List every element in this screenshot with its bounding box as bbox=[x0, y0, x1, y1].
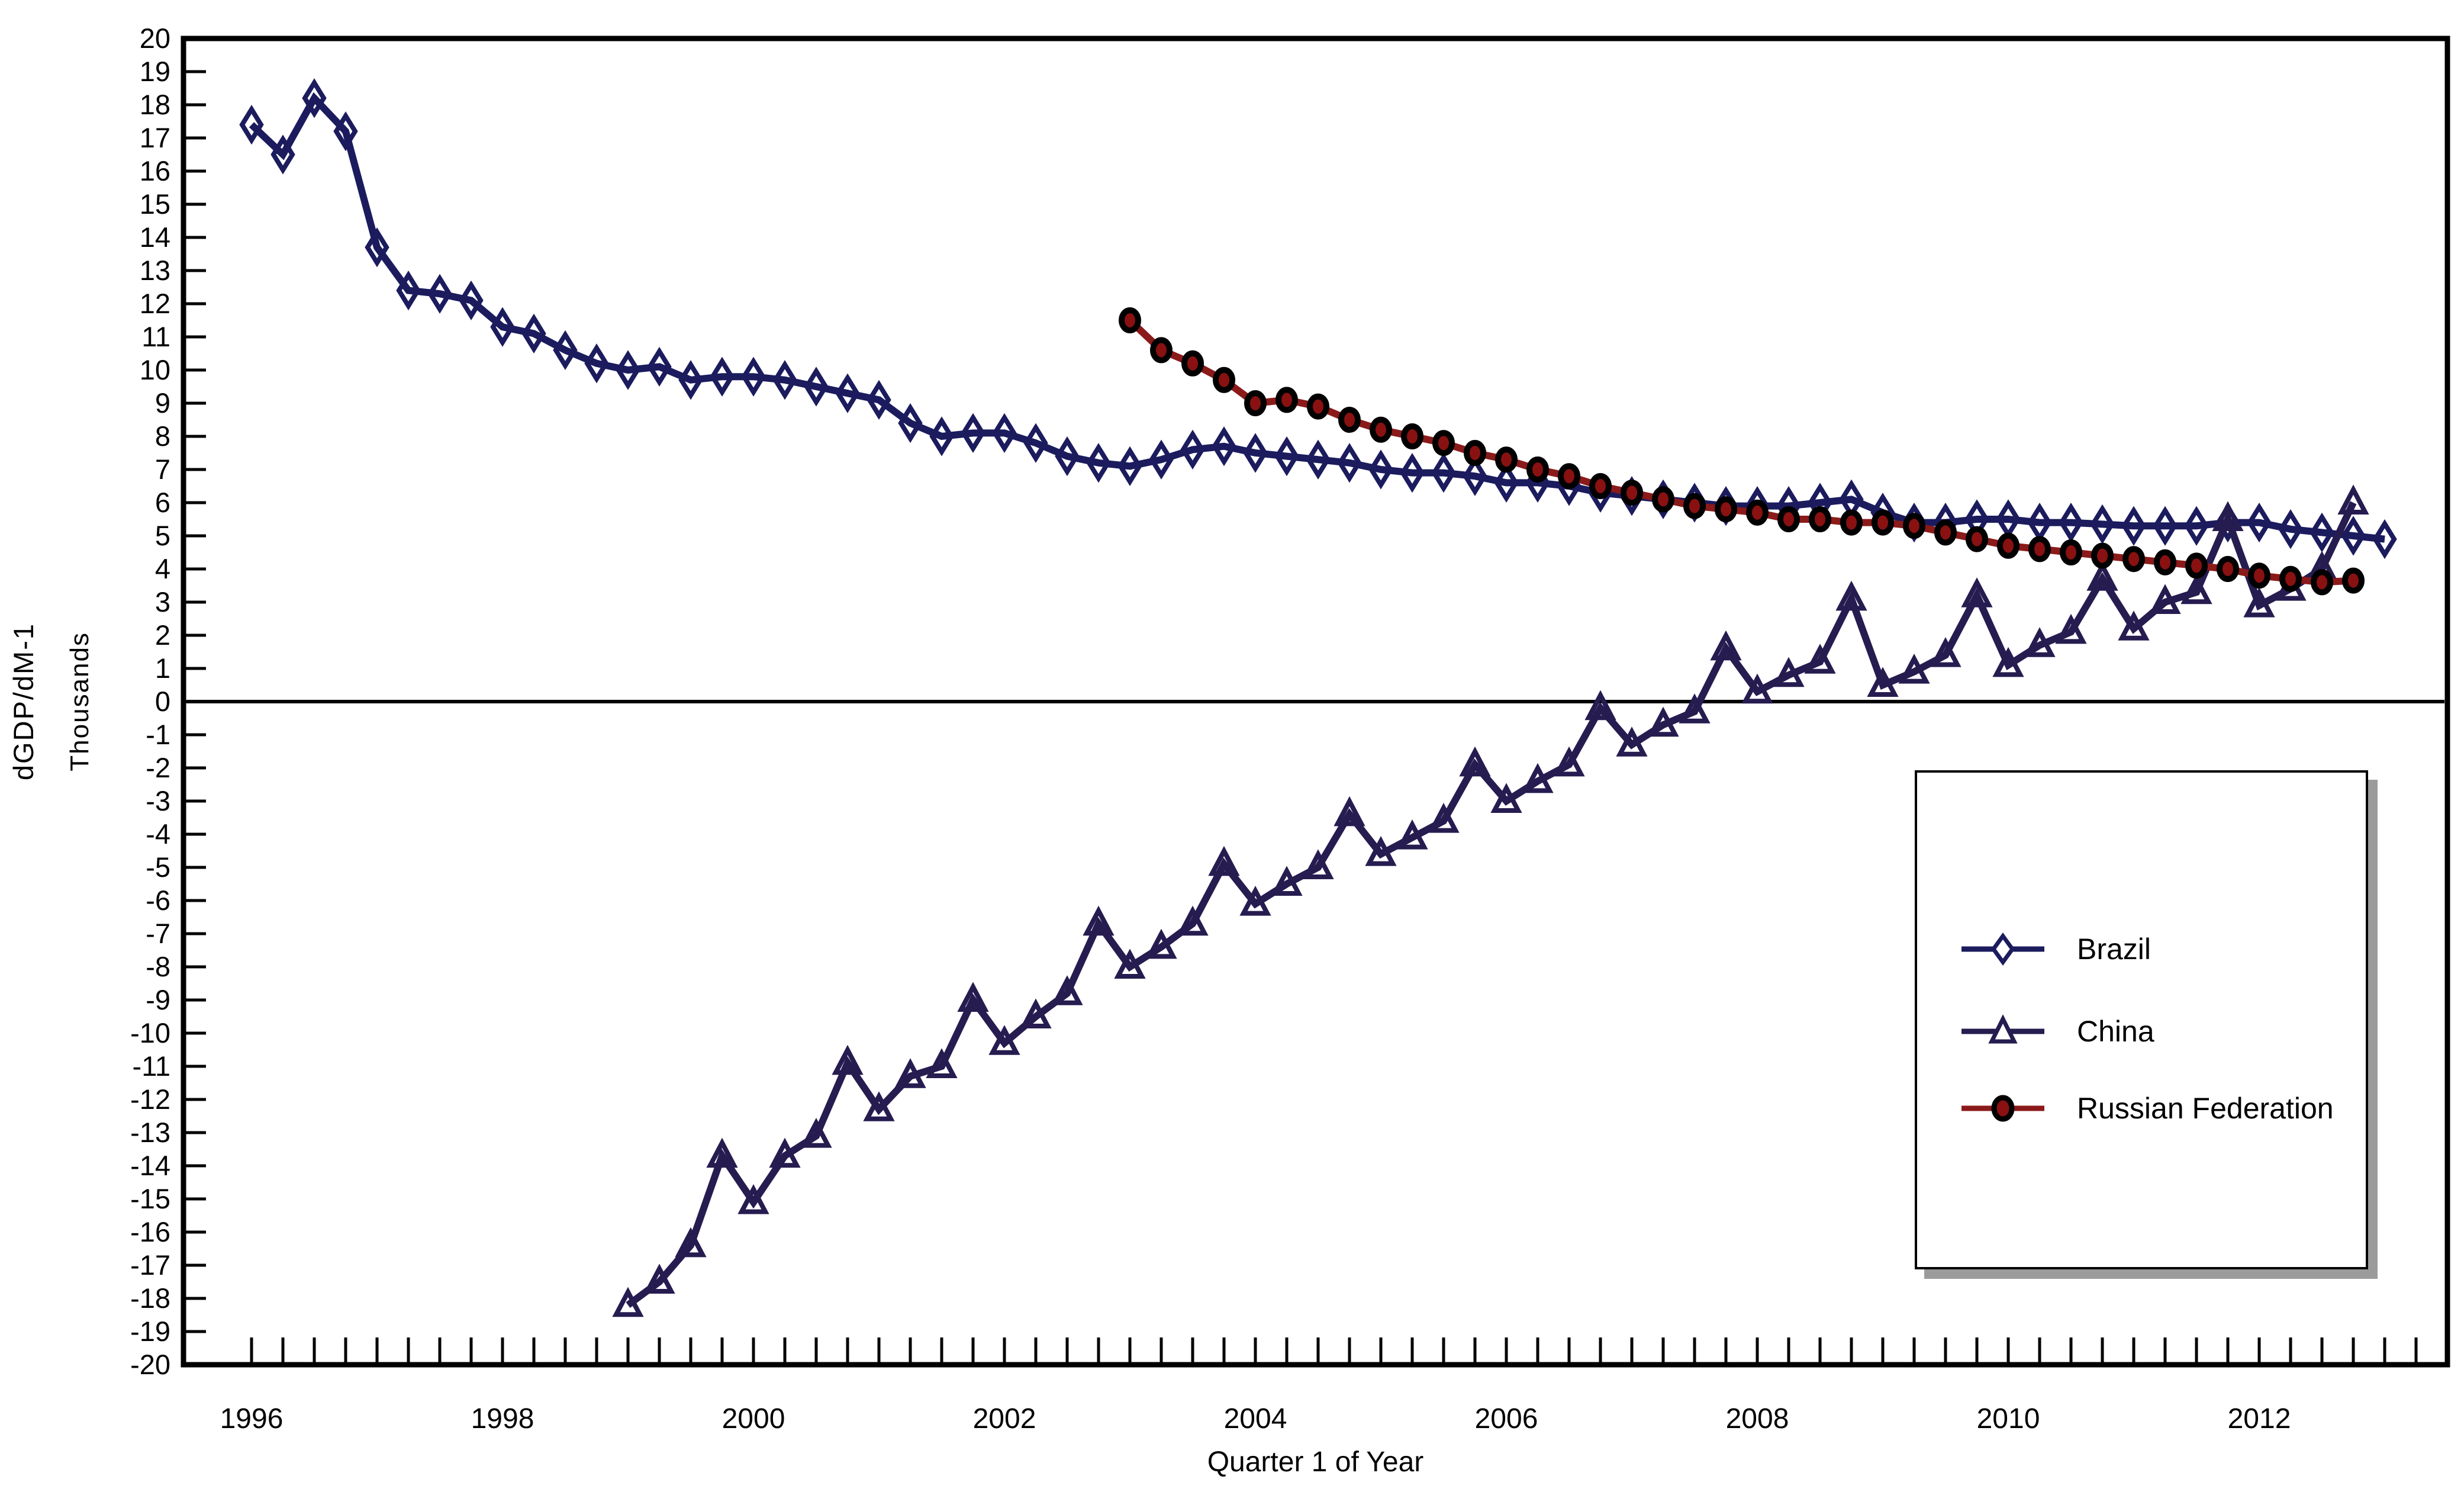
svg-text:-2: -2 bbox=[146, 752, 170, 783]
svg-text:2012: 2012 bbox=[2228, 1403, 2291, 1435]
svg-text:-1: -1 bbox=[146, 719, 170, 750]
series-russian-federation bbox=[1127, 317, 2354, 586]
svg-text:-7: -7 bbox=[146, 918, 170, 949]
svg-text:-18: -18 bbox=[130, 1282, 170, 1314]
legend-label-china: China bbox=[2077, 1015, 2154, 1048]
svg-text:10: 10 bbox=[140, 354, 170, 385]
svg-text:11: 11 bbox=[141, 321, 170, 352]
svg-text:-6: -6 bbox=[146, 885, 170, 916]
svg-text:3: 3 bbox=[155, 586, 170, 618]
svg-text:2004: 2004 bbox=[1224, 1403, 1287, 1435]
svg-text:12: 12 bbox=[140, 288, 170, 319]
y-axis-units-text: Thousands bbox=[65, 632, 94, 771]
svg-text:1998: 1998 bbox=[471, 1403, 534, 1435]
x-axis-ticks bbox=[250, 1337, 2418, 1365]
brazil-diamond-marker-icon bbox=[1961, 932, 2044, 966]
x-axis-tick-labels: 1996 1998 2000 2002 2004 2006 2008 2010 2012 bbox=[220, 1403, 2291, 1435]
svg-text:4: 4 bbox=[155, 553, 170, 584]
svg-text:-8: -8 bbox=[146, 951, 170, 982]
y-axis-title-text: dGDP/dM-1 bbox=[7, 622, 39, 781]
svg-text:9: 9 bbox=[155, 387, 170, 419]
svg-text:-4: -4 bbox=[146, 818, 170, 850]
svg-text:2006: 2006 bbox=[1475, 1403, 1538, 1435]
svg-text:-17: -17 bbox=[130, 1249, 170, 1281]
svg-text:19: 19 bbox=[140, 56, 170, 87]
legend-entry-china: China bbox=[1959, 1013, 2154, 1050]
svg-text:14: 14 bbox=[140, 221, 170, 253]
legend-label-russia: Russian Federation bbox=[2077, 1092, 2334, 1125]
svg-text:-11: -11 bbox=[133, 1050, 170, 1082]
svg-text:1: 1 bbox=[155, 652, 170, 684]
svg-text:15: 15 bbox=[140, 188, 170, 220]
svg-text:1996: 1996 bbox=[220, 1403, 284, 1435]
china-triangle-marker-icon bbox=[1961, 1014, 2044, 1044]
svg-text:16: 16 bbox=[140, 155, 170, 186]
svg-text:-3: -3 bbox=[146, 785, 170, 816]
svg-text:20: 20 bbox=[140, 22, 170, 54]
svg-text:8: 8 bbox=[155, 420, 170, 452]
svg-text:7: 7 bbox=[155, 454, 170, 485]
x-axis-title: Quarter 1 of Year bbox=[1207, 1446, 1424, 1478]
svg-text:0: 0 bbox=[155, 686, 170, 717]
svg-text:-12: -12 bbox=[130, 1083, 170, 1115]
svg-text:2008: 2008 bbox=[1726, 1403, 1789, 1435]
legend-entry-brazil: Brazil bbox=[1959, 931, 2151, 967]
y-axis-title-inner: Thousands bbox=[59, 38, 101, 1365]
svg-text:-10: -10 bbox=[130, 1017, 170, 1049]
svg-text:13: 13 bbox=[140, 255, 170, 286]
svg-text:-20: -20 bbox=[130, 1349, 170, 1380]
svg-text:-15: -15 bbox=[130, 1183, 170, 1214]
svg-text:17: 17 bbox=[140, 122, 170, 153]
plot-border bbox=[181, 36, 2450, 1368]
svg-text:2: 2 bbox=[155, 619, 170, 651]
svg-text:2002: 2002 bbox=[973, 1403, 1036, 1435]
legend-label-brazil: Brazil bbox=[2077, 932, 2151, 966]
y-axis-tick-labels: 20191817161514131211109876543210-1-2-3-4… bbox=[130, 22, 170, 1380]
svg-text:-13: -13 bbox=[130, 1117, 170, 1148]
svg-text:-19: -19 bbox=[130, 1316, 170, 1347]
svg-text:6: 6 bbox=[155, 487, 170, 518]
svg-text:2000: 2000 bbox=[722, 1403, 785, 1435]
svg-text:-5: -5 bbox=[146, 851, 170, 883]
legend-box: Brazil China Russian Federation bbox=[1915, 770, 2368, 1269]
y-axis-title-outer: dGDP/dM-1 bbox=[2, 38, 44, 1365]
series-russian-federation-markers bbox=[1119, 307, 2365, 596]
svg-text:-16: -16 bbox=[130, 1216, 170, 1247]
svg-text:18: 18 bbox=[140, 89, 170, 120]
legend-entry-russia: Russian Federation bbox=[1959, 1090, 2334, 1127]
series-brazil-markers bbox=[239, 78, 2397, 560]
svg-text:-14: -14 bbox=[130, 1150, 170, 1181]
svg-text:-9: -9 bbox=[146, 984, 170, 1015]
svg-text:5: 5 bbox=[155, 520, 170, 551]
svg-text:2010: 2010 bbox=[1977, 1403, 2040, 1435]
russia-circle-marker-icon bbox=[1961, 1095, 2044, 1122]
y-axis-ticks bbox=[183, 70, 206, 1333]
